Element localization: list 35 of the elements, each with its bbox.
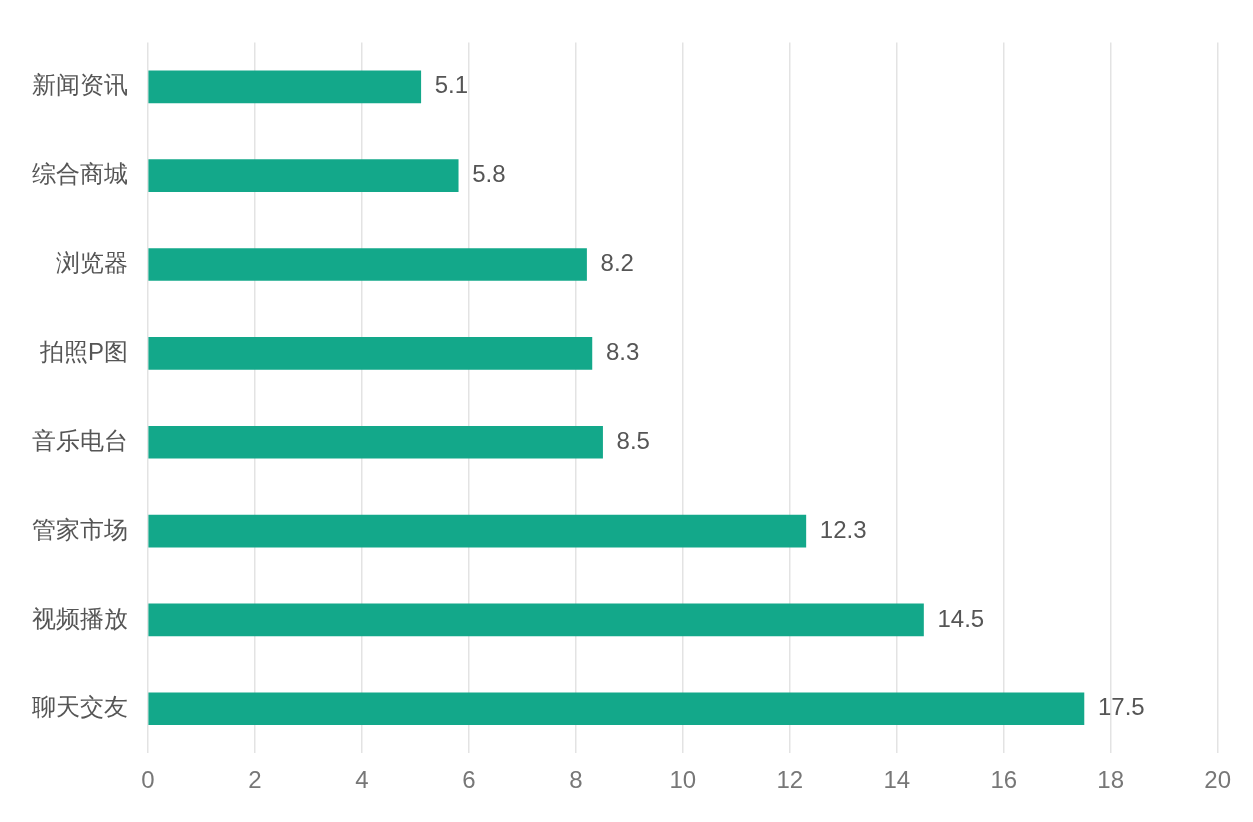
x-tick-label: 16 — [990, 766, 1018, 794]
x-tick-label: 2 — [248, 766, 262, 794]
x-tick-label: 6 — [462, 766, 476, 794]
y-tick-label: 音乐电台 — [32, 426, 128, 454]
data-label: 5.1 — [434, 71, 469, 99]
bar — [148, 159, 459, 193]
data-label: 5.8 — [472, 160, 506, 188]
data-label: 8.2 — [600, 249, 634, 277]
bar — [148, 514, 807, 548]
bar — [148, 692, 1085, 726]
data-label: 17.5 — [1097, 693, 1145, 721]
bar — [148, 70, 422, 104]
y-tick-label: 拍照P图 — [38, 338, 128, 365]
bar — [148, 603, 924, 637]
data-label: 8.5 — [616, 426, 650, 454]
y-tick-label: 聊天交友 — [32, 693, 128, 721]
x-tick-label: 10 — [669, 766, 697, 794]
x-tick-label: 12 — [776, 766, 804, 794]
x-tick-label: 20 — [1204, 766, 1231, 794]
data-label: 12.3 — [819, 515, 867, 543]
data-label: 14.5 — [937, 604, 985, 632]
y-tick-label: 管家市场 — [32, 515, 128, 543]
x-tick-label: 8 — [569, 766, 583, 794]
y-tick-label: 综合商城 — [32, 160, 128, 188]
y-tick-label: 视频播放 — [32, 604, 128, 632]
x-tick-label: 0 — [141, 766, 155, 794]
bar — [148, 248, 587, 281]
bar — [148, 425, 603, 459]
x-tick-label: 14 — [883, 766, 911, 794]
y-tick-label: 浏览器 — [56, 249, 128, 277]
bar — [148, 337, 593, 370]
x-tick-label: 18 — [1097, 766, 1125, 794]
x-tick-label: 4 — [355, 766, 369, 794]
y-tick-label: 新闻资讯 — [32, 71, 128, 99]
data-label: 8.3 — [605, 338, 640, 365]
